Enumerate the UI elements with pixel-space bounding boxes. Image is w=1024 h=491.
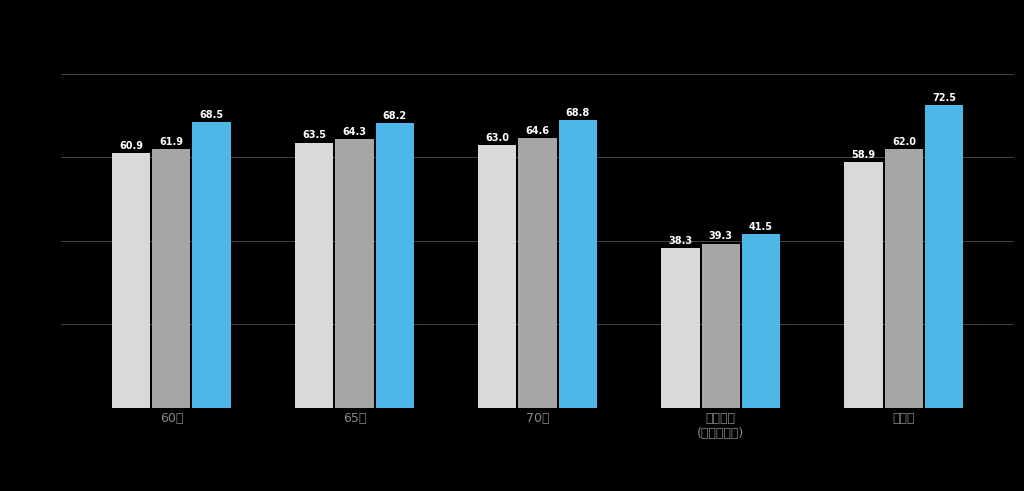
Text: 68.2: 68.2 bbox=[383, 111, 407, 121]
Bar bbox=[845, 162, 883, 408]
Bar bbox=[193, 122, 230, 408]
Bar bbox=[925, 105, 964, 408]
Bar bbox=[295, 142, 333, 408]
Bar bbox=[518, 138, 557, 408]
Text: 61.9: 61.9 bbox=[160, 137, 183, 147]
Bar bbox=[478, 145, 516, 408]
Text: 62.0: 62.0 bbox=[892, 136, 915, 147]
Bar bbox=[559, 120, 597, 408]
Text: 68.5: 68.5 bbox=[200, 109, 223, 120]
Bar bbox=[112, 153, 151, 408]
Text: 39.3: 39.3 bbox=[709, 231, 733, 242]
Text: 63.0: 63.0 bbox=[485, 133, 509, 142]
Text: ●「人生100年時代」何歳まで働き続けたいと思うか●: ●「人生100年時代」何歳まで働き続けたいと思うか● bbox=[306, 18, 718, 41]
Bar bbox=[662, 247, 699, 408]
Text: 58.9: 58.9 bbox=[852, 150, 876, 160]
Text: 72.5: 72.5 bbox=[932, 93, 956, 103]
Text: 64.3: 64.3 bbox=[342, 127, 367, 137]
Text: 38.3: 38.3 bbox=[669, 236, 692, 246]
Text: 64.6: 64.6 bbox=[525, 126, 550, 136]
Bar bbox=[701, 244, 740, 408]
Text: 68.8: 68.8 bbox=[566, 109, 590, 118]
Text: 41.5: 41.5 bbox=[749, 222, 773, 232]
Text: 60.9: 60.9 bbox=[119, 141, 143, 151]
Bar bbox=[742, 234, 780, 408]
Bar bbox=[885, 149, 923, 408]
Bar bbox=[153, 149, 190, 408]
Text: 63.5: 63.5 bbox=[302, 131, 327, 140]
Bar bbox=[376, 123, 414, 408]
Bar bbox=[335, 139, 374, 408]
